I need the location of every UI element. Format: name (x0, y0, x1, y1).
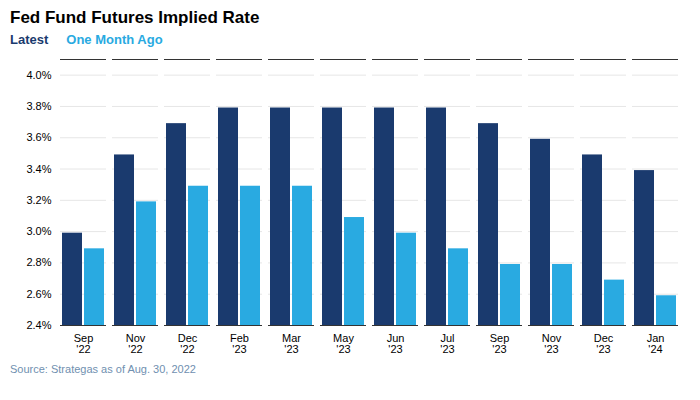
svg-text:2.4%: 2.4% (26, 319, 51, 331)
html-text:Fed Fund Futures Implied Rate: Fed Fund Futures Implied Rate (10, 8, 260, 27)
svg-text:Jul'23: Jul'23 (440, 332, 454, 355)
svg-text:Jun'23: Jun'23 (387, 332, 405, 355)
svg-text:Dec'22: Dec'22 (178, 332, 198, 355)
svg-text:3.6%: 3.6% (26, 131, 51, 143)
svg-text:3.0%: 3.0% (26, 225, 51, 237)
svg-text:Dec'23: Dec'23 (594, 332, 614, 355)
svg-text:Mar'23: Mar'23 (282, 332, 301, 355)
svg-text:Nov'23: Nov'23 (542, 332, 562, 355)
svg-text:May'23: May'23 (333, 332, 354, 355)
svg-text:Feb'23: Feb'23 (230, 332, 249, 355)
svg-text:Sep'22: Sep'22 (74, 332, 94, 355)
svg-text:Jan'24: Jan'24 (647, 332, 665, 355)
svg-text:Sep'23: Sep'23 (490, 332, 510, 355)
svg-text:2.6%: 2.6% (26, 288, 51, 300)
svg-text:2.8%: 2.8% (26, 256, 51, 268)
svg-text:3.2%: 3.2% (26, 194, 51, 206)
html-text:One Month Ago: One Month Ago (66, 32, 163, 47)
svg-text:Nov'22: Nov'22 (126, 332, 146, 355)
svg-text:3.8%: 3.8% (26, 100, 51, 112)
svg-text:4.0%: 4.0% (26, 69, 51, 81)
html-text:Latest: Latest (10, 32, 49, 47)
html-text:Source: Strategas as of Aug. 3: Source: Strategas as of Aug. 30, 2022 (10, 363, 196, 375)
svg-text:3.4%: 3.4% (26, 163, 51, 175)
